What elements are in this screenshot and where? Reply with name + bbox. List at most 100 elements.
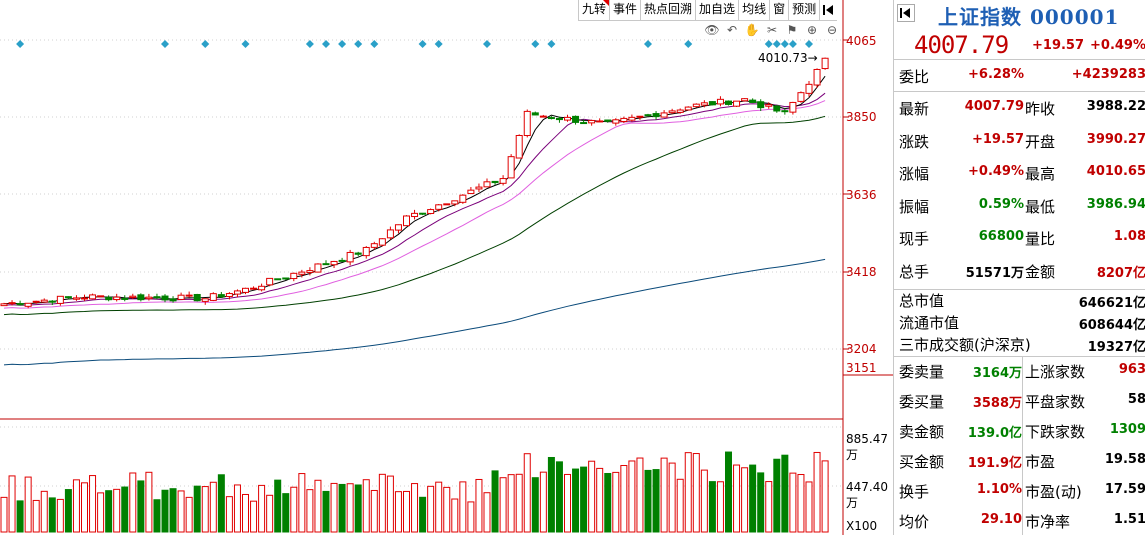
toolbar-hotspot-button[interactable]: 热点回溯: [640, 0, 695, 20]
hand-icon[interactable]: ✋: [744, 23, 760, 37]
volume-bar: [113, 488, 121, 533]
volume-bar: [515, 473, 523, 533]
panel-pin-icon[interactable]: [897, 4, 915, 22]
candle-up: [483, 181, 491, 188]
candle-up: [89, 294, 97, 300]
volume-bar: [242, 493, 249, 533]
toolbar-window-button[interactable]: 窗: [769, 0, 788, 20]
quote-value: +19.57: [971, 131, 1024, 147]
breadth-row: 买金额 191.9亿 市盈 19.58: [894, 448, 1145, 474]
signal-marker: [805, 40, 813, 48]
breadth-value: 191.9亿: [967, 456, 1022, 471]
volume-bar: [612, 471, 620, 533]
candle-down: [547, 117, 555, 120]
volume-bar: [137, 480, 145, 533]
volume-bar: [394, 491, 402, 533]
toolbar-jiuzhuan-button[interactable]: 九转: [578, 0, 610, 20]
ma5-line: [3, 75, 826, 305]
zoom-out-icon[interactable]: ⊖: [826, 23, 838, 37]
breadth-row: 委卖量 3164万 上涨家数 963: [894, 358, 1145, 384]
quote-row: 涨跌 +19.57 开盘 3990.27: [894, 128, 1145, 154]
quote-value: 51571万: [965, 265, 1024, 281]
candle-up: [314, 263, 322, 273]
toolbar-event-button[interactable]: 事件: [609, 0, 640, 20]
candle-up: [805, 83, 813, 94]
volume-bar: [346, 483, 354, 533]
volume-bar: [330, 482, 338, 533]
breadth-label: 市盈: [1025, 453, 1056, 471]
quote-row: 振幅 0.59% 最低 3986.94: [894, 193, 1145, 219]
toolbar-forecast-button[interactable]: 预测: [788, 0, 819, 20]
breadth-value: 1309: [1109, 422, 1145, 437]
candle-up: [242, 287, 249, 293]
volume-bar: [628, 460, 636, 533]
candle-down: [725, 100, 732, 105]
volume-bar: [531, 477, 539, 533]
price-axis-label: 3418: [846, 265, 877, 279]
volume-bar: [370, 489, 378, 533]
candle-up: [0, 303, 8, 307]
volume-bar: [97, 492, 105, 533]
kline-chart-area[interactable]: 九转 事件 热点回溯 加自选 均线 窗 预测 👁 ↶ ✋ ✂ ⚑ ⊕ ⊖ 401…: [0, 0, 893, 535]
undo-icon[interactable]: ↶: [726, 23, 738, 37]
price-axis-label: 3204: [846, 342, 877, 356]
volume-bar: [201, 486, 209, 533]
candle-up: [32, 300, 40, 303]
ma120-line: [3, 258, 826, 366]
volume-bar: [604, 472, 612, 533]
chart-tool-icons: 👁 ↶ ✋ ✂ ⚑ ⊕ ⊖: [704, 22, 840, 38]
quote-value: 4007.79: [964, 99, 1024, 114]
breadth-label: 委卖量: [899, 363, 945, 381]
candle-up: [797, 92, 805, 102]
scissors-icon[interactable]: ✂: [766, 23, 778, 37]
volume-bar: [660, 457, 668, 533]
zoom-in-icon[interactable]: ⊕: [806, 23, 818, 37]
volume-bar: [209, 481, 217, 533]
price-axis-label: 3636: [846, 188, 877, 202]
toolbar-pin-icon[interactable]: [819, 0, 837, 20]
price-axis-label: 4065: [846, 34, 877, 48]
breadth-label: 市盈(动): [1025, 483, 1082, 501]
candle-up: [459, 194, 467, 203]
quote-label: 昨收: [1025, 100, 1056, 118]
signal-marker: [772, 40, 781, 48]
candle-up: [266, 277, 274, 286]
flag-icon[interactable]: ⚑: [786, 23, 798, 37]
candle-up: [515, 134, 523, 159]
signal-marker: [547, 40, 556, 48]
signal-marker: [201, 40, 210, 48]
kline-svg[interactable]: [0, 0, 893, 535]
breadth-value: 19.58: [1104, 452, 1145, 467]
candle-up: [660, 112, 668, 118]
candle-up: [145, 296, 153, 300]
candle-down: [338, 259, 346, 262]
volume-bar: [797, 474, 805, 533]
breadth-value: 17.59: [1104, 482, 1145, 497]
volume-bar: [475, 478, 483, 533]
quote-title: 上证指数 000001: [894, 0, 1145, 29]
eye-icon[interactable]: 👁: [704, 23, 720, 37]
signal-marker: [338, 40, 347, 48]
volume-bar: [789, 472, 797, 533]
signal-marker: [684, 40, 693, 48]
toolbar-add-watchlist-button[interactable]: 加自选: [695, 0, 738, 20]
signal-marker: [764, 40, 773, 48]
toolbar-ma-button[interactable]: 均线: [738, 0, 769, 20]
candle-down: [105, 297, 113, 301]
candle-down: [161, 295, 169, 301]
volume-bar: [757, 472, 765, 533]
volume-bar: [177, 490, 185, 533]
candle-down: [193, 293, 201, 302]
candle-up: [72, 297, 80, 300]
quote-label: 涨跌: [899, 132, 930, 151]
candle-up: [362, 246, 370, 257]
volume-bar: [596, 467, 604, 533]
volume-bar: [48, 497, 56, 533]
signal-marker: [780, 40, 789, 48]
quote-value: 66800: [978, 229, 1024, 244]
ma60-line: [3, 115, 826, 316]
volume-bar: [266, 494, 274, 533]
volume-bar: [411, 483, 419, 533]
candle-down: [121, 297, 129, 300]
candle-up: [250, 287, 258, 290]
